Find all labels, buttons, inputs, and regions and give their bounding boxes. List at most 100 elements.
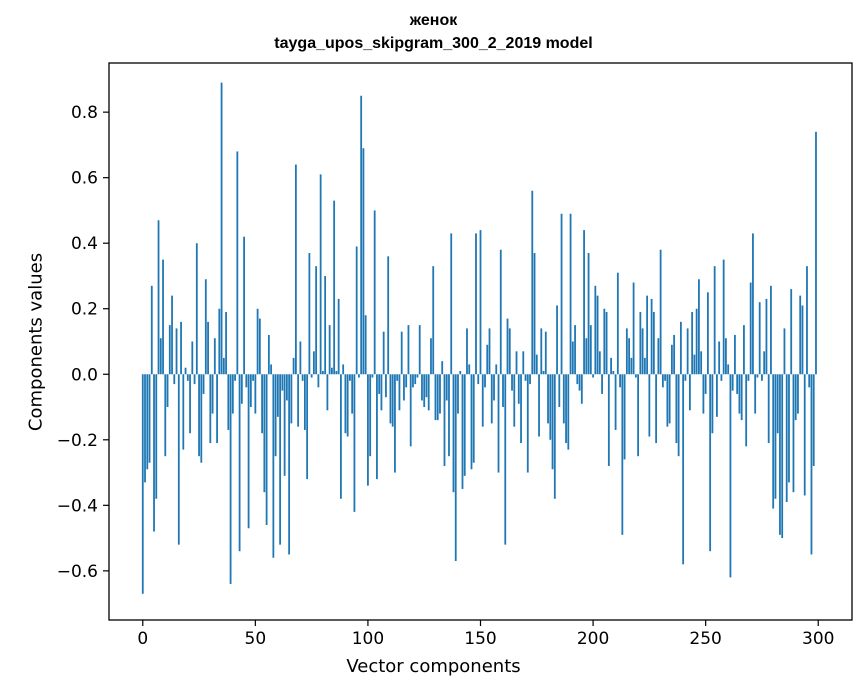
bar xyxy=(547,374,549,424)
bar xyxy=(666,374,669,427)
bar xyxy=(414,374,417,385)
bar xyxy=(346,374,349,437)
bar xyxy=(776,374,779,434)
bar xyxy=(614,374,617,430)
bar xyxy=(488,328,491,375)
bar xyxy=(673,334,676,375)
bar xyxy=(713,266,716,375)
bar xyxy=(441,361,444,375)
bar xyxy=(709,374,712,552)
bar xyxy=(745,374,748,447)
bar xyxy=(738,374,741,414)
bar xyxy=(641,328,644,375)
bar xyxy=(781,374,784,539)
bar xyxy=(655,374,658,444)
bar xyxy=(628,338,630,375)
bar xyxy=(495,364,498,375)
bar xyxy=(765,298,768,375)
bar xyxy=(517,374,520,404)
bar xyxy=(355,246,358,375)
bar xyxy=(479,230,482,375)
bar xyxy=(704,374,707,394)
bar xyxy=(569,213,572,375)
bar xyxy=(220,82,223,375)
bar xyxy=(182,374,185,450)
bar xyxy=(538,374,540,437)
bar xyxy=(688,374,691,411)
bar xyxy=(445,374,448,401)
bar xyxy=(146,374,149,470)
bar xyxy=(684,374,687,381)
bar xyxy=(522,351,525,375)
bar xyxy=(403,374,405,401)
bar xyxy=(643,357,646,375)
bar xyxy=(276,374,279,417)
bar xyxy=(369,374,372,457)
bar xyxy=(619,374,621,388)
bar xyxy=(400,331,403,375)
bar xyxy=(499,249,502,375)
bar xyxy=(333,200,336,375)
bar xyxy=(607,374,610,466)
bar xyxy=(531,190,534,375)
bar xyxy=(195,243,198,375)
bar xyxy=(592,374,594,378)
bar xyxy=(159,338,162,375)
bar xyxy=(191,341,194,375)
bar xyxy=(621,374,624,535)
bar xyxy=(423,374,426,408)
bar xyxy=(193,374,196,385)
bar xyxy=(222,357,225,375)
bar xyxy=(256,308,259,375)
bar xyxy=(646,295,649,375)
bar xyxy=(186,374,189,381)
bar xyxy=(670,344,673,375)
bar xyxy=(740,374,743,421)
bar xyxy=(249,374,252,408)
bar xyxy=(258,318,261,375)
bar xyxy=(202,374,205,394)
bar xyxy=(797,374,799,414)
bar xyxy=(815,131,817,375)
bar xyxy=(285,374,288,401)
bar xyxy=(562,374,565,424)
bar xyxy=(526,374,529,473)
bar xyxy=(601,374,603,394)
bar xyxy=(216,374,218,444)
bar xyxy=(598,351,601,375)
bar xyxy=(301,374,304,381)
bar xyxy=(421,374,423,401)
bar xyxy=(634,374,637,378)
bar xyxy=(616,272,619,375)
bar xyxy=(459,370,462,375)
bar xyxy=(252,374,254,381)
bar xyxy=(335,370,338,375)
bar xyxy=(734,334,736,375)
bar xyxy=(630,357,633,375)
bar xyxy=(648,374,651,437)
bar xyxy=(283,374,286,476)
bar xyxy=(234,374,236,381)
bar xyxy=(533,253,536,375)
bar xyxy=(177,374,180,545)
bar xyxy=(686,328,689,375)
bar xyxy=(754,374,757,414)
bar xyxy=(378,374,381,394)
bar xyxy=(144,374,146,483)
bar xyxy=(207,321,209,375)
bar xyxy=(385,374,387,398)
bar xyxy=(231,374,234,414)
bar xyxy=(432,266,435,375)
bar xyxy=(632,282,635,375)
bar xyxy=(652,312,655,375)
bar xyxy=(560,213,563,375)
bar xyxy=(716,374,718,417)
bar xyxy=(281,374,284,391)
bar xyxy=(779,374,781,535)
bar xyxy=(362,148,365,375)
bar xyxy=(398,374,401,411)
bar xyxy=(520,374,522,444)
bar xyxy=(756,374,759,378)
bar xyxy=(310,374,313,378)
bar xyxy=(387,256,390,375)
